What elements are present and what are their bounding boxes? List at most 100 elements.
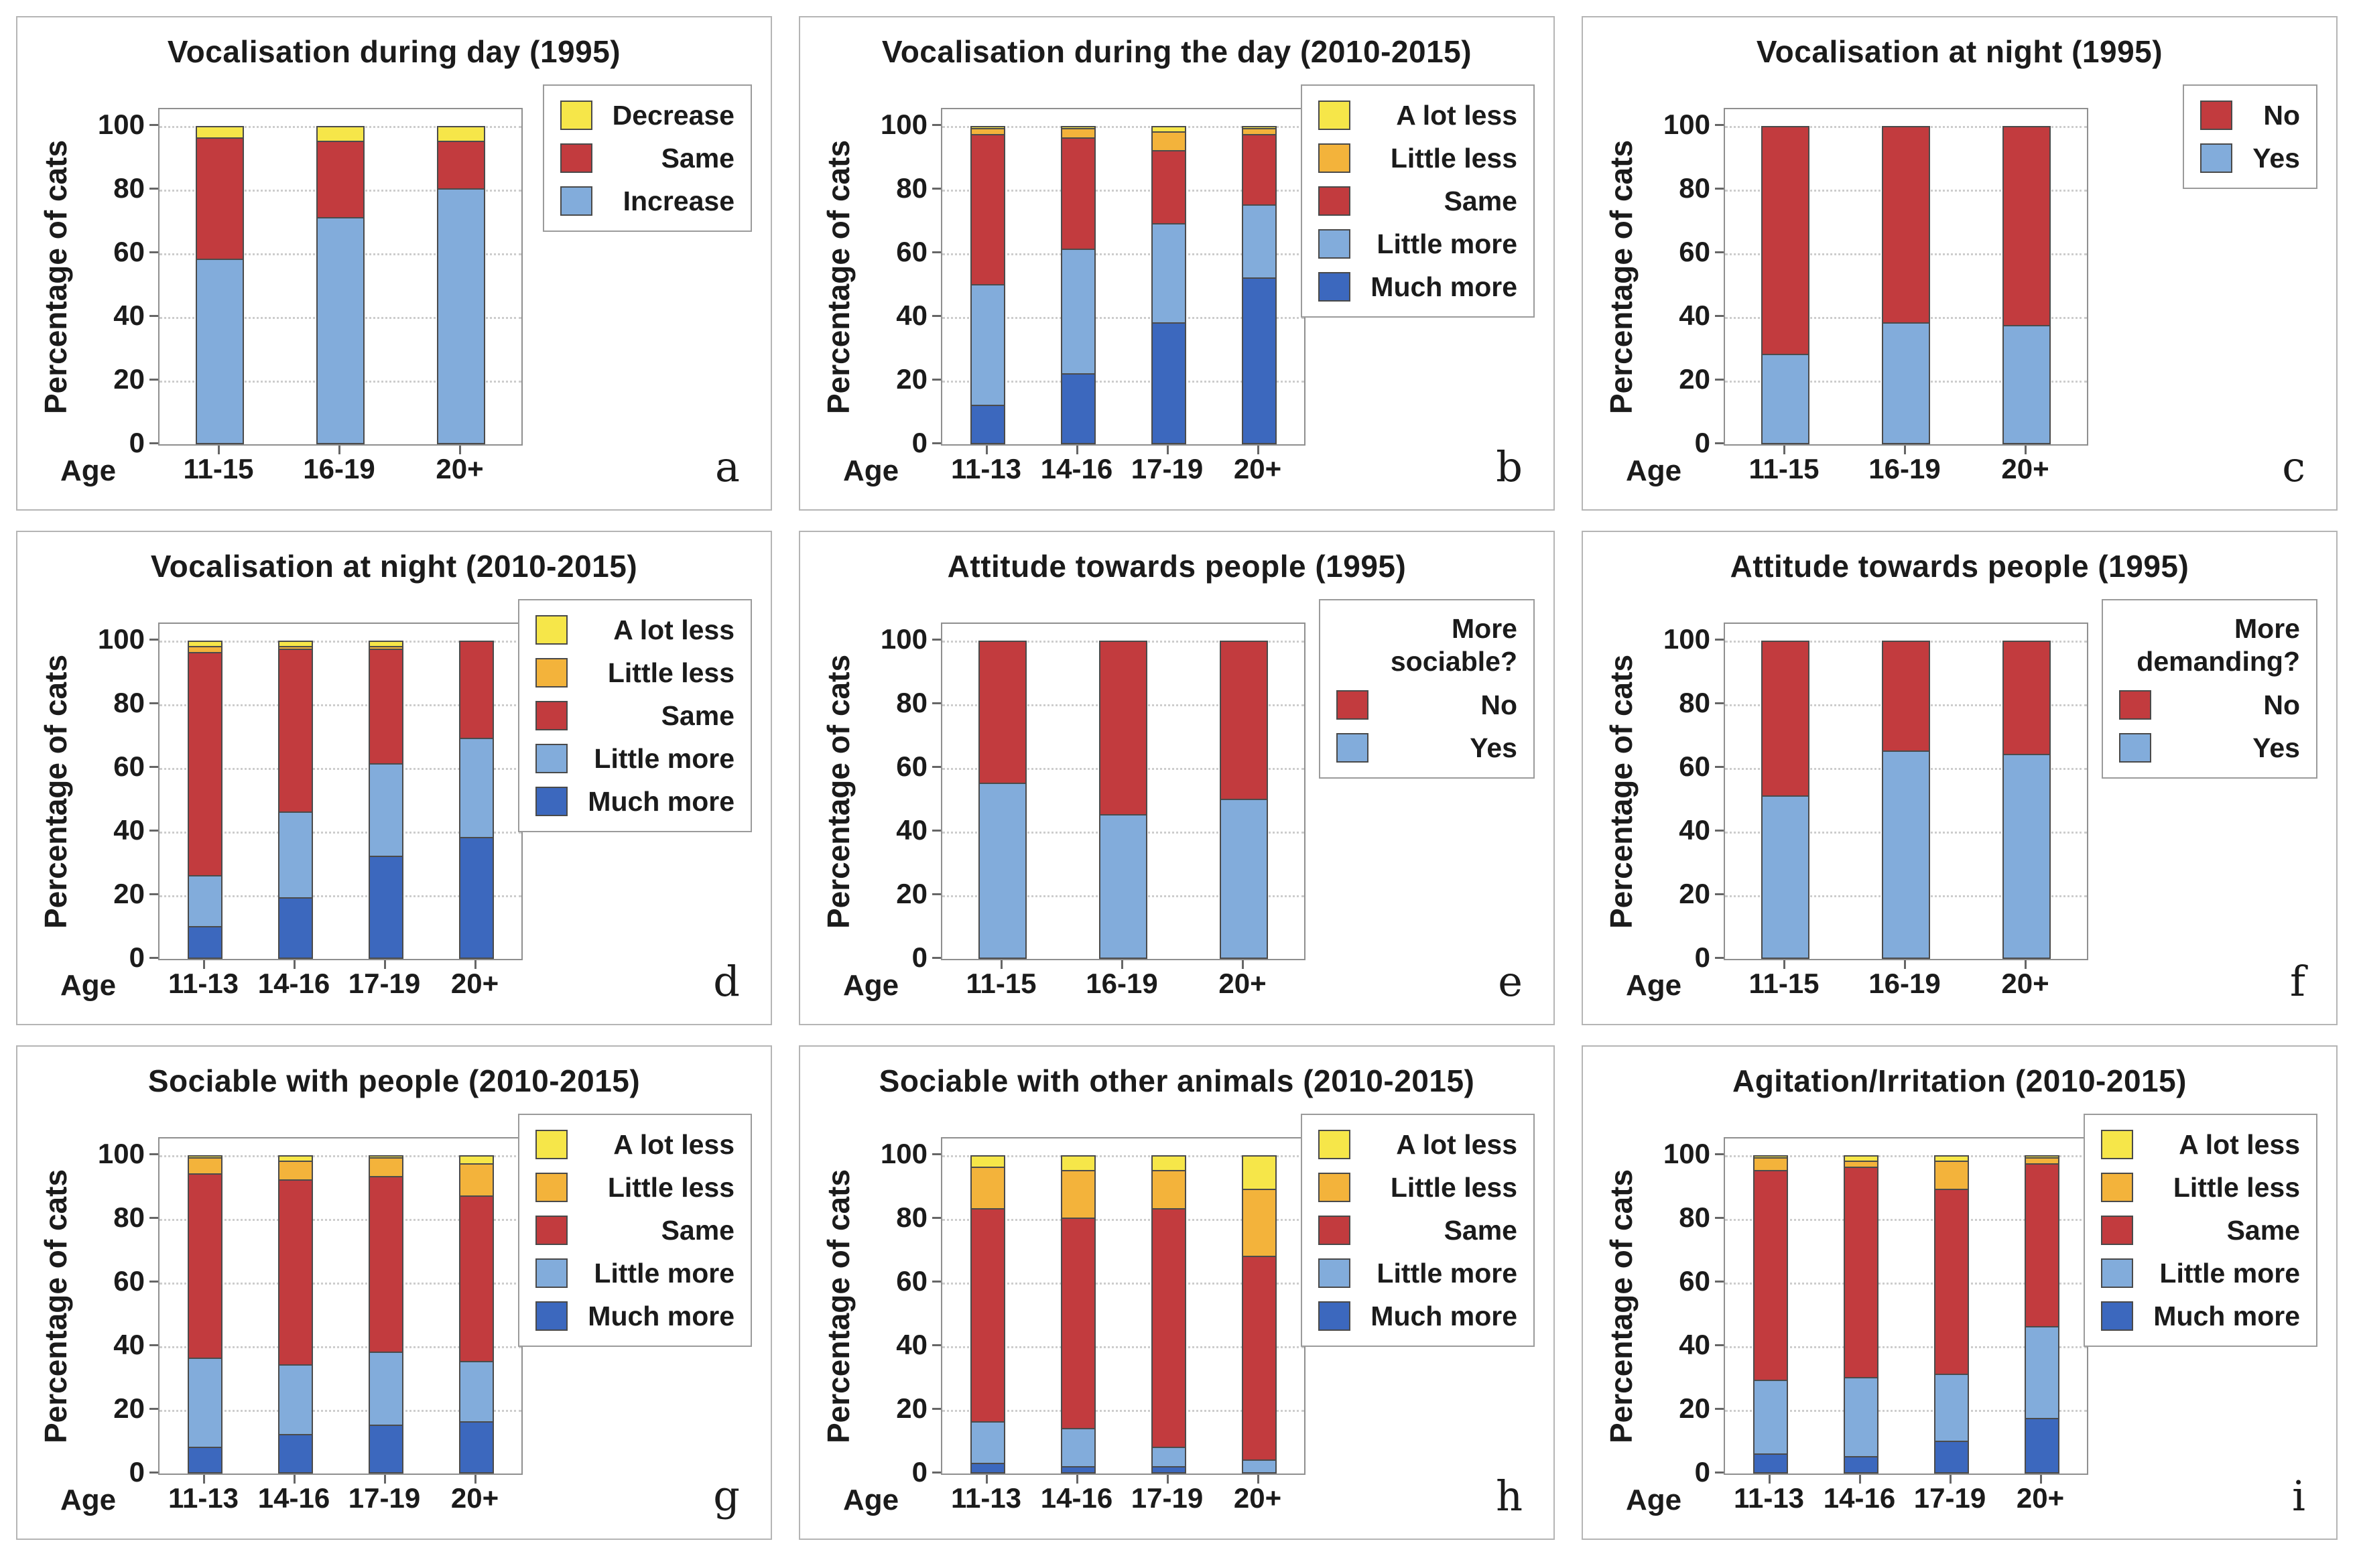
legend-label: Same (661, 142, 735, 174)
chart-title: Vocalisation during day (1995) (167, 34, 621, 69)
y-tick-mark (149, 188, 158, 190)
x-tick-mark (202, 960, 205, 969)
bar-segment-same (458, 641, 494, 740)
x-tick-label: 20+ (2016, 1482, 2065, 1514)
x-tick-mark (1949, 1475, 1952, 1484)
legend: Decrease Same Increase (542, 84, 752, 232)
y-tick-mark (932, 1472, 941, 1474)
bar-17-19 (1933, 1155, 1969, 1474)
x-axis-label: Age (1626, 454, 1682, 487)
y-tick-mark (149, 639, 158, 641)
bar-20+ (1220, 641, 1268, 959)
y-tick-label: 20 (113, 363, 145, 395)
x-tick-mark (293, 960, 296, 969)
legend: A lot less Little less Same Little more Much… (1301, 1114, 1535, 1347)
y-tick-label: 80 (896, 172, 928, 204)
x-tick-label: 17-19 (1913, 1482, 1986, 1514)
bar-segment-much-more (1843, 1457, 1878, 1474)
x-tick-label: 11-13 (950, 453, 1022, 484)
bar-segment-a-lot-less (1151, 1155, 1186, 1171)
x-tick-label: 20+ (450, 968, 499, 999)
x-tick-label: 17-19 (348, 1482, 421, 1514)
legend-swatch-red (2119, 690, 2151, 720)
panel-letter: d (713, 957, 740, 1006)
y-axis-label: Percentage of cats (1604, 1169, 1639, 1444)
bar-segment-same (316, 141, 365, 218)
y-tick-label: 60 (113, 1265, 145, 1297)
bar-segment-much-more (187, 1448, 222, 1474)
y-tick-label: 40 (1679, 300, 1710, 331)
legend-label: A lot less (1396, 1128, 1517, 1160)
x-tick-label: 14-16 (1040, 453, 1113, 484)
y-tick-label: 0 (1694, 1456, 1710, 1488)
gridline (942, 1155, 1304, 1157)
bar-segment-little-more (1843, 1378, 1878, 1458)
bar-segment-yes (1882, 752, 1930, 959)
bar-20+ (458, 641, 494, 959)
x-tick-label: 14-16 (1040, 1482, 1113, 1514)
y-tick-mark (932, 379, 941, 381)
y-tick-mark (149, 379, 158, 381)
x-tick-label: 11-15 (966, 968, 1037, 999)
bar-segment-a-lot-less (1752, 1155, 1788, 1159)
x-tick-label: 11-15 (1748, 453, 1820, 484)
bar-segment-little-more (368, 1352, 403, 1426)
bar-segment-same (1752, 1171, 1788, 1382)
legend-label: Yes (2252, 142, 2300, 174)
chart-panel-d: Vocalisation at night (2010-2015) Percen… (16, 531, 772, 1025)
legend-swatch-orange (535, 1173, 568, 1202)
legend-label: No (2263, 689, 2300, 720)
y-tick-mark (932, 442, 941, 444)
y-tick-mark (932, 188, 941, 190)
legend-label: No (2263, 99, 2300, 131)
y-tick-label: 100 (97, 1138, 145, 1169)
legend-swatch-dark_blue (1318, 1301, 1351, 1331)
bar-11-13 (187, 641, 222, 959)
bar-segment-little-more (1151, 1448, 1186, 1467)
y-tick-label: 20 (1679, 363, 1710, 395)
y-tick-mark (1715, 766, 1724, 768)
x-axis-label: Age (1626, 969, 1682, 1002)
x-tick-mark (1904, 960, 1906, 969)
legend-title: More sociable? (1390, 613, 1517, 677)
legend-swatch-red (1336, 690, 1368, 720)
x-tick-label: 14-16 (257, 1482, 330, 1514)
legend-swatch-light_blue (2101, 1258, 2134, 1288)
y-tick-mark (1715, 893, 1724, 895)
y-tick-mark (932, 251, 941, 253)
legend-swatch-red (2200, 101, 2233, 130)
bar-segment-same (1060, 139, 1096, 251)
gridline (942, 1346, 1304, 1348)
x-tick-mark (202, 1475, 205, 1484)
bar-segment-a-lot-less (368, 1155, 403, 1159)
y-tick-mark (149, 124, 158, 126)
y-tick-mark (149, 1217, 158, 1219)
bar-segment-little-more (970, 1423, 1005, 1464)
bar-segment-little-more (1752, 1381, 1788, 1455)
x-tick-mark (293, 1475, 296, 1484)
legend-swatch-orange (1318, 1173, 1351, 1202)
bar-segment-a-lot-less (970, 1155, 1005, 1168)
y-tick-label: 60 (896, 1265, 928, 1297)
bar-16-19 (1099, 641, 1147, 959)
x-tick-label: 11-13 (168, 1482, 239, 1514)
legend-entry: Little less (2101, 1169, 2300, 1206)
x-tick-label: 17-19 (1131, 453, 1204, 484)
legend-label: No (1480, 689, 1517, 720)
y-tick-label: 20 (113, 1392, 145, 1424)
legend-swatch-light_blue (560, 186, 592, 216)
legend-entry: Yes (2119, 729, 2300, 767)
bar-segment-yes (2002, 755, 2051, 959)
bar-segment-much-more (1151, 323, 1186, 444)
x-tick-label: 20+ (450, 1482, 499, 1514)
bar-segment-same (1241, 135, 1277, 206)
legend-entry: Same (1318, 182, 1517, 220)
x-tick-mark (1242, 960, 1244, 969)
legend-label: Little less (1390, 1171, 1517, 1203)
x-tick-label: 16-19 (1868, 453, 1941, 484)
bar-segment-much-more (368, 857, 403, 959)
y-tick-label: 60 (1679, 236, 1710, 267)
bar-segment-no (2002, 641, 2051, 755)
legend-swatch-yellow (1318, 101, 1351, 130)
legend-label: Little less (607, 657, 735, 688)
